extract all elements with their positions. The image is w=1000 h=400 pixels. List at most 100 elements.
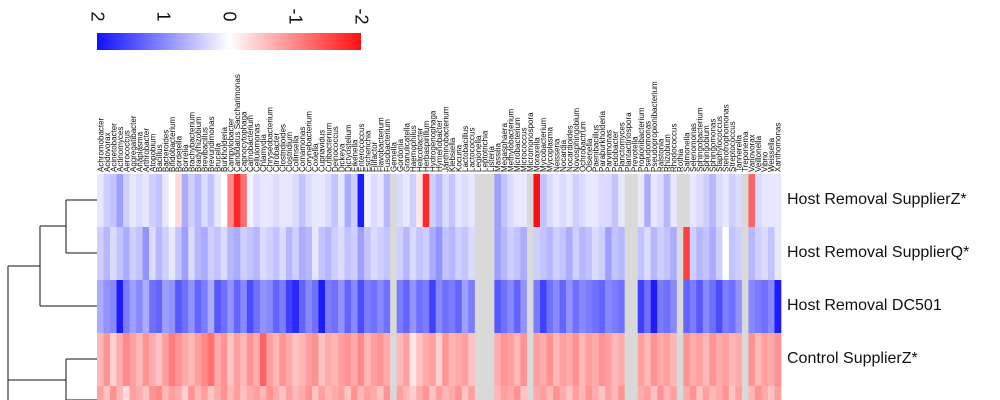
heatmap-cell <box>715 227 723 280</box>
column-label: Prevotella <box>630 136 639 172</box>
column-label: Micrococcus <box>520 128 529 172</box>
heatmap-cell <box>500 386 508 400</box>
heatmap-cell <box>318 280 326 333</box>
column-label: Deinococcus <box>331 126 340 172</box>
heatmap-cell <box>155 386 163 400</box>
heatmap-cell <box>116 333 124 386</box>
heatmap-cell <box>403 386 410 400</box>
heatmap-cell <box>481 227 489 280</box>
heatmap-cell <box>259 227 267 280</box>
heatmap-cell <box>481 386 489 400</box>
column-label: Herbaspirillum <box>422 121 431 172</box>
heatmap-cell <box>696 386 704 400</box>
heatmap-cell <box>377 333 384 386</box>
heatmap-cell <box>383 333 391 386</box>
heatmap-cell <box>246 227 254 280</box>
heatmap-cell <box>377 227 384 280</box>
heatmap-cell <box>97 333 104 386</box>
heatmap-cell <box>110 227 117 280</box>
heatmap-cell <box>311 174 319 227</box>
heatmap-cell <box>429 333 437 386</box>
heatmap-cell <box>377 174 384 227</box>
heatmap-cell <box>611 227 619 280</box>
heatmap-cell <box>637 333 645 386</box>
heatmap-cell <box>97 227 104 280</box>
heatmap-cell <box>728 227 736 280</box>
heatmap-cell <box>344 227 352 280</box>
heatmap-cell <box>325 280 332 333</box>
heatmap-cell <box>592 280 599 333</box>
heatmap-cell <box>214 386 222 400</box>
column-label: Campylobacter <box>227 118 236 172</box>
heatmap-cell <box>318 333 326 386</box>
heatmap-cell <box>566 227 573 280</box>
heatmap-cell <box>494 227 502 280</box>
heatmap-cell <box>533 280 541 333</box>
heatmap-cell <box>207 333 215 386</box>
heatmap-cell <box>474 280 482 333</box>
heatmap-cell <box>624 227 632 280</box>
heatmap-cell <box>175 333 182 386</box>
heatmap-cell <box>214 227 222 280</box>
heatmap-cell <box>396 174 404 227</box>
heatmap-cell <box>97 174 104 227</box>
heatmap-cell <box>559 386 567 400</box>
heatmap-cell <box>559 174 567 227</box>
heatmap-cell <box>657 386 665 400</box>
column-label: Granulicatella <box>402 123 411 172</box>
heatmap-cell <box>715 280 723 333</box>
column-label: Rhodococcus <box>670 124 679 172</box>
heatmap-cell <box>592 227 599 280</box>
heatmap-cell <box>103 280 111 333</box>
heatmap-cell <box>259 333 267 386</box>
heatmap-cell <box>227 227 235 280</box>
heatmap-cell <box>448 280 456 333</box>
heatmap-cell <box>526 333 534 386</box>
column-label: Carnobacterium <box>246 115 255 172</box>
heatmap-cell <box>390 227 397 280</box>
heatmap-cell <box>689 174 697 227</box>
heatmap-cell <box>279 386 287 400</box>
heatmap-cell <box>142 333 150 386</box>
heatmap-cell <box>468 227 476 280</box>
heatmap-cell <box>123 280 130 333</box>
heatmap-cell <box>663 227 671 280</box>
heatmap-cell <box>129 386 137 400</box>
column-label: Brevibacillus <box>200 127 209 172</box>
column-label: Fusobacterium <box>383 119 392 172</box>
heatmap-cell <box>767 227 775 280</box>
heatmap-cell <box>631 227 638 280</box>
column-label: Mycoplasma <box>546 127 555 172</box>
heatmap-cell <box>637 386 645 400</box>
heatmap-cell <box>181 386 189 400</box>
heatmap-cell <box>103 174 111 227</box>
heatmap-cell <box>748 280 756 333</box>
heatmap-cell <box>168 280 176 333</box>
heatmap-cell <box>748 333 756 386</box>
heatmap-cell <box>735 333 743 386</box>
heatmap-cell <box>741 227 749 280</box>
heatmap-cell <box>539 227 547 280</box>
heatmap-cell <box>631 333 638 386</box>
heatmap-cell <box>611 333 619 386</box>
heatmap-cell <box>357 227 365 280</box>
heatmap-cell <box>728 280 736 333</box>
heatmap-cell <box>201 333 209 386</box>
column-label: Hydrogenophaga <box>428 110 437 172</box>
heatmap-cell <box>344 174 352 227</box>
heatmap-cell <box>507 280 515 333</box>
heatmap-cell <box>728 386 736 400</box>
heatmap-cell <box>468 386 476 400</box>
heatmap-cell <box>162 280 169 333</box>
heatmap-cell <box>741 174 749 227</box>
heatmap-cell <box>338 174 345 227</box>
heatmap-cell <box>298 333 306 386</box>
heatmap-cell <box>331 386 339 400</box>
heatmap-cell <box>331 280 339 333</box>
heatmap-cell <box>311 280 319 333</box>
heatmap-cell <box>624 280 632 333</box>
heatmap-cell <box>103 386 111 400</box>
heatmap-cell <box>559 227 567 280</box>
heatmap-cell <box>546 227 554 280</box>
